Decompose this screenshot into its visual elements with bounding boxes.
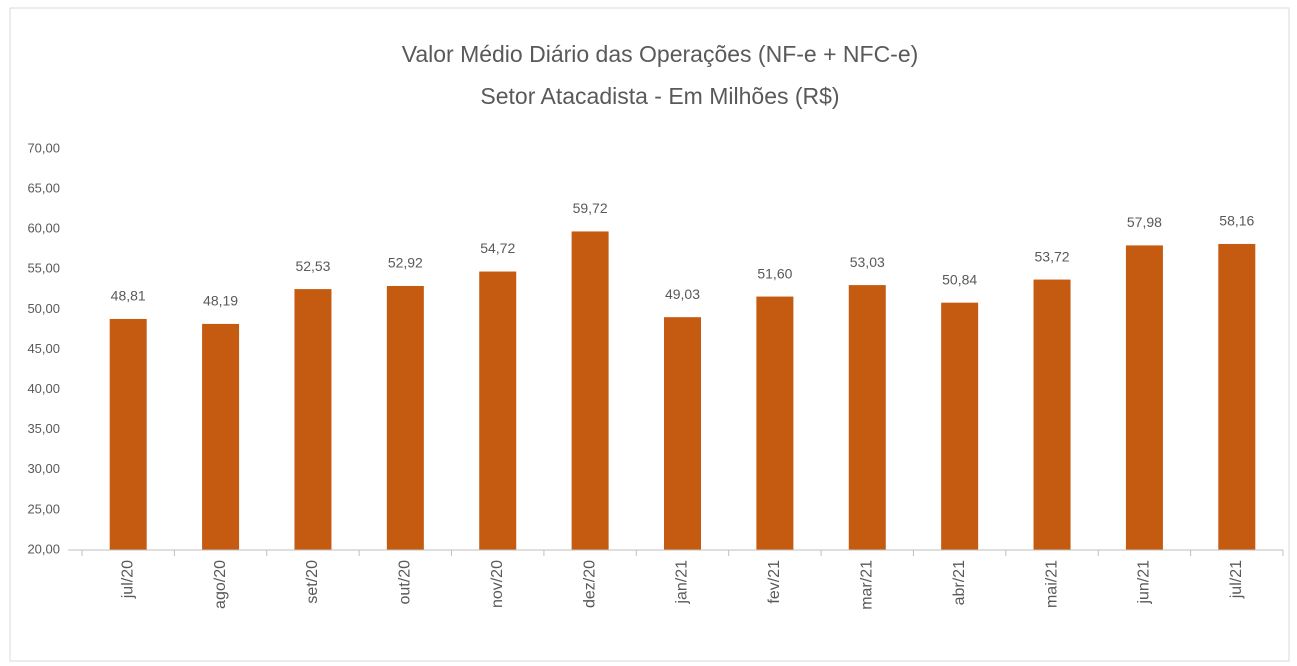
data-label: 52,53 <box>295 258 330 274</box>
x-tick-label: mar/21 <box>858 560 875 610</box>
y-tick-label: 55,00 <box>27 261 60 276</box>
bar <box>571 231 609 550</box>
y-tick-label: 20,00 <box>27 541 60 556</box>
y-tick-label: 60,00 <box>27 221 60 236</box>
bar <box>1125 245 1163 551</box>
x-tick-label: jan/21 <box>674 560 691 605</box>
x-tick-label: out/20 <box>397 560 414 605</box>
x-tick-label: abr/21 <box>951 560 968 605</box>
y-tick-label: 70,00 <box>27 140 60 155</box>
data-label: 54,72 <box>480 240 515 256</box>
chart-subtitle: Setor Atacadista - Em Milhões (R$) <box>480 83 839 109</box>
data-label: 57,98 <box>1127 214 1162 230</box>
data-label: 59,72 <box>573 200 608 216</box>
y-tick-label: 40,00 <box>27 381 60 396</box>
y-tick-label: 65,00 <box>27 181 60 196</box>
x-tick-label: fev/21 <box>766 560 783 604</box>
bar <box>756 296 794 550</box>
x-tick-label: mai/21 <box>1043 560 1060 608</box>
data-label: 53,72 <box>1035 248 1070 264</box>
x-tick-label: jun/21 <box>1136 560 1153 605</box>
bar <box>202 323 240 550</box>
data-label: 58,16 <box>1219 213 1254 229</box>
bar <box>479 271 517 550</box>
x-tick-label: ago/20 <box>212 560 229 609</box>
bar <box>386 285 424 550</box>
x-tick-label: dez/20 <box>581 560 598 608</box>
bar <box>848 285 886 550</box>
data-label: 53,03 <box>850 254 885 270</box>
x-tick-label: jul/20 <box>119 560 136 599</box>
x-tick-label: set/20 <box>304 560 321 604</box>
bar <box>294 289 332 550</box>
x-tick-label: nov/20 <box>489 560 506 608</box>
bar <box>109 318 147 550</box>
y-tick-label: 25,00 <box>27 501 60 516</box>
bar <box>1218 243 1256 551</box>
chart-title: Valor Médio Diário das Operações (NF-e +… <box>402 41 919 67</box>
y-tick-label: 50,00 <box>27 301 60 316</box>
data-label: 49,03 <box>665 286 700 302</box>
y-tick-label: 30,00 <box>27 461 60 476</box>
bar <box>1033 279 1071 550</box>
data-label: 48,81 <box>111 288 146 304</box>
x-tick-label: jul/21 <box>1228 560 1245 599</box>
data-label: 52,92 <box>388 255 423 271</box>
y-tick-label: 35,00 <box>27 421 60 436</box>
y-tick-label: 45,00 <box>27 341 60 356</box>
data-label: 50,84 <box>942 271 977 287</box>
bar <box>941 302 979 550</box>
data-label: 48,19 <box>203 293 238 309</box>
bar <box>664 317 701 550</box>
data-label: 51,60 <box>757 265 792 281</box>
